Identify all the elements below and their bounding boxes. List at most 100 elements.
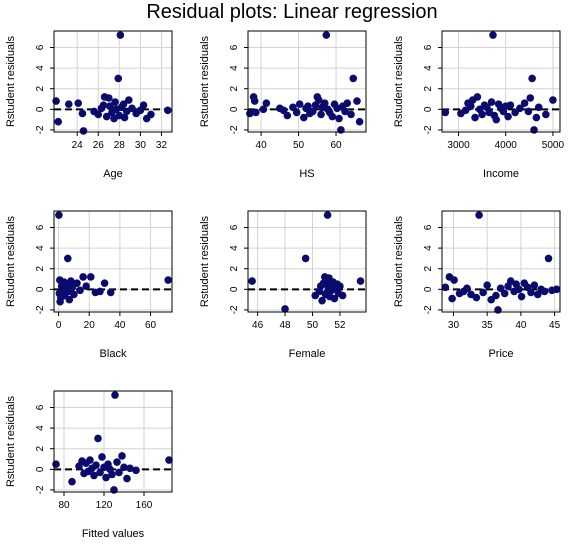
- residual-point: [147, 110, 155, 119]
- residual-point: [504, 112, 512, 121]
- y-tick-label: 2: [423, 85, 434, 91]
- residual-point: [102, 473, 110, 482]
- residual-point: [328, 112, 337, 121]
- residual-point: [337, 126, 345, 134]
- residual-point: [552, 285, 561, 294]
- residual-point: [120, 463, 128, 472]
- x-tick-label: 50: [307, 320, 319, 331]
- residual-point: [79, 273, 87, 281]
- residual-point: [448, 294, 456, 303]
- x-tick-label: 4000: [495, 140, 518, 151]
- plot-frame: [53, 210, 173, 313]
- y-tick-label: 6: [229, 224, 240, 230]
- residual-point: [323, 211, 332, 219]
- residual-point: [90, 471, 98, 480]
- residual-point: [532, 113, 541, 122]
- x-tick-label: 50: [293, 140, 305, 151]
- residual-point: [113, 458, 121, 466]
- y-tick-label: 0: [35, 106, 46, 112]
- residual-point: [500, 289, 509, 298]
- residual-point: [355, 117, 364, 126]
- y-tick-label: 6: [35, 44, 46, 50]
- residual-point: [82, 282, 90, 291]
- y-axis-label: Rstudent residuals: [393, 215, 405, 307]
- residual-point: [106, 102, 114, 111]
- x-axis-label: Income: [483, 168, 519, 180]
- residual-point: [128, 104, 136, 113]
- residual-point: [475, 211, 483, 219]
- plot-frame: [441, 30, 561, 133]
- residual-point: [471, 113, 479, 122]
- residual-point: [517, 292, 526, 301]
- residual-point: [52, 97, 60, 105]
- x-tick-label: 46: [252, 320, 264, 331]
- residual-point: [472, 293, 481, 302]
- panel-price: 30 35 40 45 -2 0 2 4 6 Price Rstudent residuals: [393, 210, 561, 360]
- residual-point: [473, 93, 482, 101]
- residual-point: [483, 281, 491, 290]
- residual-point: [492, 291, 500, 300]
- panel-black: 0 20 40 60 -2 0 2 4 6 Black Rstudent residuals: [5, 210, 173, 360]
- y-tick-label: 2: [35, 445, 46, 451]
- y-tick-label: -2: [35, 485, 46, 494]
- x-tick-label: 52: [334, 320, 346, 331]
- residual-point: [86, 456, 94, 464]
- residual-point: [116, 31, 125, 39]
- y-tick-label: 0: [229, 106, 240, 112]
- residual-point: [295, 100, 304, 108]
- residual-point: [283, 111, 292, 120]
- residual-point: [120, 113, 129, 122]
- residual-point: [304, 102, 312, 111]
- residual-point: [540, 287, 549, 296]
- y-tick-label: 2: [229, 265, 240, 271]
- residual-point: [252, 108, 260, 117]
- y-tick-label: -2: [229, 305, 240, 314]
- residual-point: [104, 94, 113, 102]
- residual-point: [65, 295, 74, 304]
- residual-point: [549, 96, 557, 104]
- residual-point: [300, 113, 308, 122]
- residual-point: [494, 306, 502, 314]
- x-tick-label: 5000: [542, 140, 565, 151]
- y-tick-label: 4: [229, 245, 240, 251]
- x-tick-label: 60: [330, 140, 342, 151]
- residual-point: [441, 283, 450, 292]
- y-tick-label: 4: [35, 65, 46, 71]
- y-tick-label: 0: [35, 286, 46, 292]
- residual-point: [336, 282, 344, 291]
- residual-point: [463, 284, 471, 293]
- y-tick-label: 6: [423, 44, 434, 50]
- residual-point: [330, 294, 339, 303]
- residual-point: [248, 277, 256, 285]
- y-tick-label: 4: [229, 65, 240, 71]
- residual-point: [524, 107, 533, 116]
- residual-point: [94, 110, 103, 119]
- residual-point: [544, 254, 553, 263]
- x-axis-label: Black: [100, 348, 127, 360]
- residual-point: [74, 99, 83, 107]
- residual-point: [111, 98, 119, 106]
- residual-point: [70, 290, 78, 299]
- y-tick-label: -2: [229, 125, 240, 134]
- residual-point: [68, 477, 76, 486]
- x-axis-label: Age: [103, 168, 123, 180]
- x-tick-label: 80: [58, 500, 70, 511]
- x-axis-label: HS: [299, 168, 314, 180]
- x-tick-label: 160: [136, 500, 153, 511]
- y-tick-label: -2: [35, 125, 46, 134]
- residual-point: [86, 273, 95, 281]
- y-tick-label: -2: [35, 305, 46, 314]
- x-tick-label: 24: [72, 140, 84, 151]
- x-tick-label: 40: [515, 320, 527, 331]
- y-tick-label: 6: [423, 224, 434, 230]
- residual-point: [347, 110, 355, 119]
- residual-point: [125, 96, 133, 104]
- residual-point: [54, 117, 63, 126]
- x-tick-label: 45: [549, 320, 561, 331]
- residual-point: [262, 99, 271, 107]
- residual-point: [309, 107, 317, 116]
- x-tick-label: 26: [93, 140, 105, 151]
- plot-frame: [247, 210, 367, 313]
